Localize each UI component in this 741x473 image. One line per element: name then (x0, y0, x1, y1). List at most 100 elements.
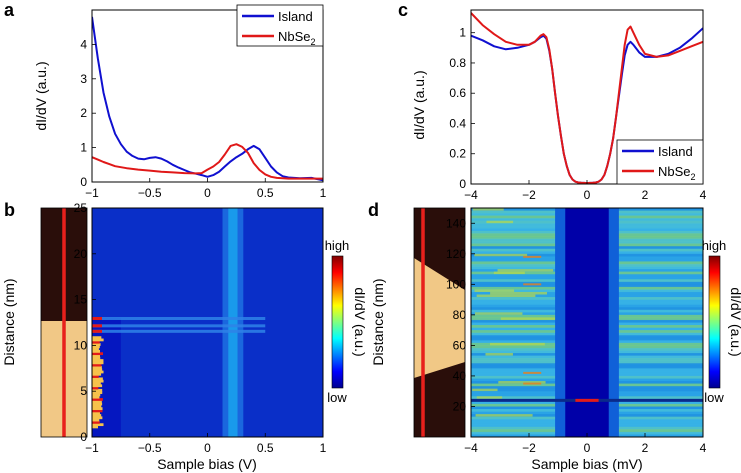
colorbar-high-label: high (702, 238, 727, 253)
heatmap-row-highlight (486, 220, 514, 224)
x-tick-label: 2 (642, 441, 649, 455)
heatmap-dip-core (228, 208, 238, 437)
y-tick-label: 40 (453, 369, 467, 383)
y-tick-label: 0.6 (449, 86, 466, 100)
y-tick-label: 4 (80, 37, 87, 51)
x-tick-label: 0 (584, 441, 591, 455)
panel-b-x-ticks: −1 −0.5 0 0.5 1 (85, 433, 327, 455)
y-tick-label: 5 (80, 384, 87, 398)
heatmap-bright-row-hot (92, 329, 102, 333)
legend-island-label: Island (658, 144, 693, 159)
panel-d-topo-frame (413, 207, 466, 438)
panel-c-ylabel: dI/dV (a.u.) (411, 70, 427, 139)
heatmap-edge-cell (92, 343, 101, 346)
y-tick-label: 1 (459, 26, 466, 40)
y-tick-label: 100 (446, 277, 466, 291)
heatmap-row-highlight (490, 291, 547, 295)
heatmap-streak (523, 371, 542, 374)
legend-box (616, 139, 704, 185)
heatmap-edge-cell (92, 400, 102, 404)
heatmap-edge-cell (92, 361, 104, 365)
panel-b-colorbar: high low dI/dV (a.u.) (325, 238, 368, 405)
panel-a-ylabel: dI/dV (a.u.) (33, 61, 49, 130)
colorbar-gradient (331, 255, 344, 389)
heatmap-edge-cell (92, 366, 102, 369)
series-line-island (92, 16, 323, 182)
x-tick-label: 0 (204, 186, 211, 200)
panel-d-colorbar: high low dI/dV (a.u.) (702, 238, 741, 405)
colorbar-label: dI/dV (a.u.) (352, 287, 368, 356)
heatmap-row-highlight (489, 342, 545, 346)
heatmap-edge-cell (92, 372, 102, 376)
heatmap-row-highlight (498, 381, 546, 384)
panel-b-ylabel: Distance (nm) (1, 278, 17, 365)
x-tick-label: −0.5 (138, 441, 162, 455)
x-tick-label: 1 (320, 441, 327, 455)
series-line-nbse2 (92, 143, 323, 180)
heatmap-edge-cell (92, 416, 103, 420)
panel-c: c −4 −2 0 2 4 0 0.2 0.4 0.6 0.8 1 dI/dV (a.u.) Is… (398, 0, 707, 202)
heatmap-edge-cell (92, 368, 103, 372)
heatmap-gap-core (565, 208, 609, 437)
legend-island-label: Island (278, 9, 313, 24)
y-tick-label: 25 (74, 201, 88, 215)
heatmap-row-highlight (485, 353, 513, 356)
panel-b-y-ticks: 0 5 10 15 20 25 (74, 201, 96, 444)
legend-box (236, 4, 324, 47)
heatmap-edge-cell (92, 386, 99, 390)
y-tick-label: 1 (80, 141, 87, 155)
heatmap-row-highlight (493, 271, 525, 275)
heatmap-edge-cell (92, 398, 103, 401)
heatmap-edge-cell (92, 404, 102, 408)
panel-a-legend: Island NbSe2 (236, 4, 324, 47)
heatmap-edge-cell (92, 420, 100, 424)
heatmap-edge-cell (92, 363, 102, 367)
y-tick-label: 3 (80, 72, 87, 86)
heatmap-bright-row (92, 317, 266, 321)
heatmap-streak (523, 283, 542, 286)
panel-b: b −1 −0.5 0 0.5 1 0 5 10 15 20 25 Sample bias (V)… (1, 200, 368, 472)
heatmap-edge-cell (92, 414, 102, 417)
y-tick-label: 2 (80, 106, 87, 120)
panel-label-c: c (398, 0, 408, 20)
heatmap-row-highlight (476, 294, 536, 298)
panel-b-heatmap (92, 208, 323, 437)
x-tick-label: 0.5 (257, 441, 274, 455)
panel-d-heatmap (471, 208, 703, 438)
y-tick-label: 20 (453, 399, 467, 413)
heatmap-edge-cell (92, 377, 103, 381)
panel-a-x-ticks: −1 −0.5 0 0.5 1 (85, 178, 327, 200)
y-tick-label: 60 (453, 338, 467, 352)
panel-b-topo-frame (40, 207, 88, 438)
panel-label-d: d (368, 200, 379, 220)
heatmap-edge-cell (92, 388, 103, 392)
x-tick-label: 0 (584, 188, 591, 202)
x-tick-label: −4 (464, 188, 478, 202)
x-tick-label: −0.5 (138, 186, 162, 200)
colorbar-label: dI/dV (a.u.) (728, 287, 741, 356)
heatmap-edge-cell (92, 409, 103, 413)
panel-b-xlabel: Sample bias (V) (157, 456, 257, 472)
colorbar-gradient (708, 255, 721, 389)
panel-a: a −1 −0.5 0 0.5 1 0 1 2 3 4 dI/dV (a.u.) Island … (4, 0, 327, 200)
heatmap-edge-cell (92, 411, 100, 415)
panel-a-y-ticks: 0 1 2 3 4 (80, 37, 96, 189)
x-tick-label: 1 (320, 186, 327, 200)
panel-d-ylabel: Distance (nm) (370, 278, 386, 365)
y-tick-label: 0 (80, 175, 87, 189)
heatmap-edge-cell (92, 345, 100, 349)
heatmap-row-highlight (500, 317, 559, 320)
heatmap-edge-cell (92, 395, 100, 399)
heatmap-bright-row (92, 324, 266, 328)
heatmap-edge-cell (92, 340, 100, 344)
y-tick-label: 20 (74, 247, 88, 261)
heatmap-row-highlight (474, 312, 523, 315)
heatmap-bright-row-hot (92, 317, 102, 321)
heatmap-row-highlight (475, 414, 533, 417)
panel-c-legend: Island NbSe2 (616, 139, 704, 185)
y-tick-label: 0 (80, 430, 87, 444)
heatmap-edge-cell (92, 418, 100, 422)
heatmap-edge-cell (92, 423, 104, 427)
y-tick-label: 120 (446, 247, 466, 261)
